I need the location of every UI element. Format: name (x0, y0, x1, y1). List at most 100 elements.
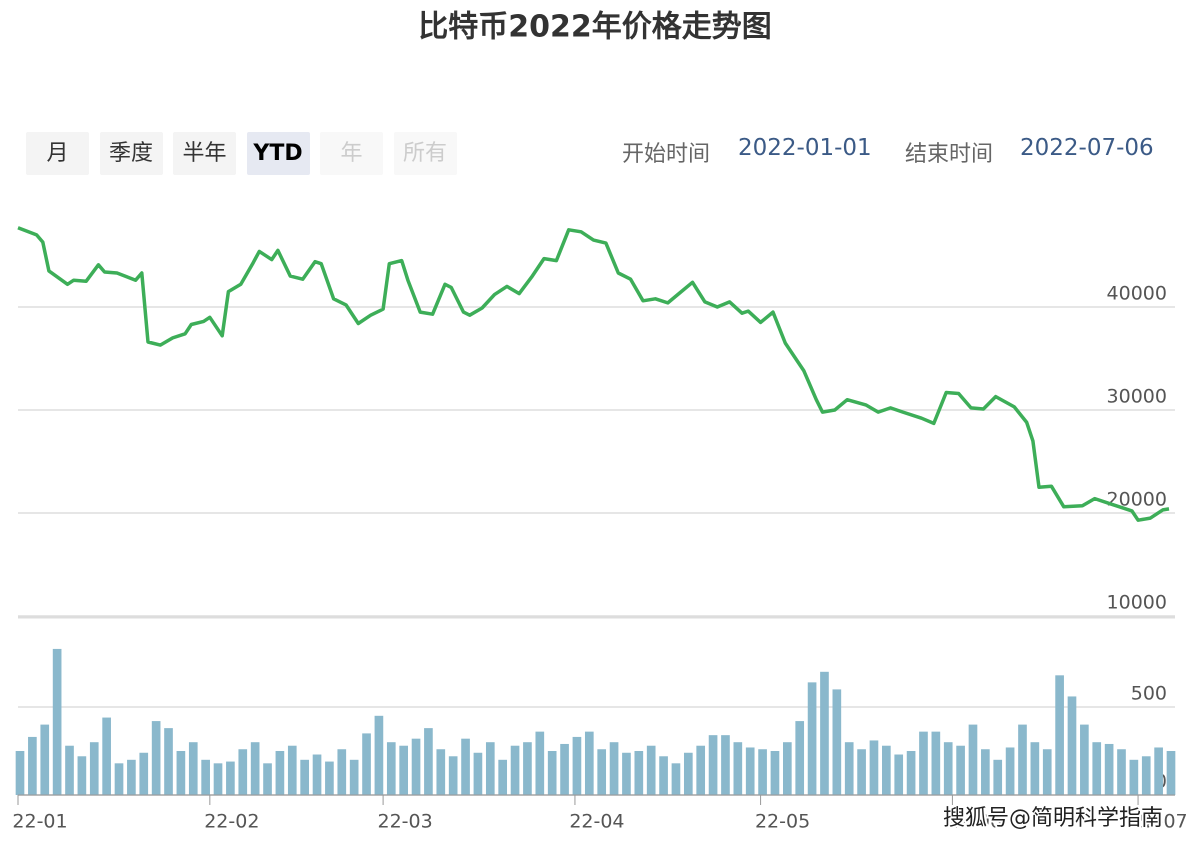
volume-bar (1092, 742, 1102, 795)
volume-bar (213, 763, 223, 795)
volume-bar (349, 759, 359, 795)
volume-bar (65, 745, 74, 795)
volume-bar (820, 671, 829, 795)
volume-bar (188, 742, 198, 795)
volume-bar (325, 761, 334, 795)
volume-bar (547, 751, 557, 795)
volume-bar (968, 724, 978, 795)
volume-bar (201, 759, 210, 795)
volume-bar (1055, 675, 1064, 795)
volume-bar (894, 754, 904, 795)
volume-bar (300, 759, 309, 795)
x-tick-label: 22-01 (12, 811, 67, 833)
volume-bar (337, 749, 347, 795)
volume-bar (1080, 724, 1089, 795)
volume-bar (312, 754, 322, 795)
volume-bar (956, 745, 965, 795)
volume-bar (745, 747, 755, 795)
volume-bar (609, 742, 619, 795)
volume-bar (783, 742, 792, 795)
end-label: 结束时间 (905, 142, 994, 167)
volume-bar (399, 745, 408, 795)
volume-bar (622, 752, 631, 795)
volume-bar (931, 731, 941, 795)
volume-bar (560, 743, 569, 795)
volume-bar (473, 752, 483, 795)
price-line (17, 226, 1170, 522)
range-button: 所有 (393, 132, 457, 175)
volume-bar (28, 736, 37, 795)
x-tick-label: 22-04 (569, 811, 624, 833)
range-button[interactable]: 月 (26, 132, 89, 175)
volume-bar (127, 759, 136, 795)
volume-bar (869, 740, 879, 795)
volume-bar (708, 735, 718, 795)
volume-bar (844, 742, 854, 795)
volume-bar (114, 763, 124, 795)
volume-bar (151, 721, 161, 795)
volume-bar (1030, 742, 1040, 795)
volume-bar (89, 742, 99, 795)
volume-bar (832, 689, 842, 795)
volume-bar (1005, 747, 1015, 795)
volume-bar (15, 751, 25, 795)
volume-bar (77, 756, 87, 795)
volume-bar (362, 733, 371, 795)
y-tick-label: 10000 (1107, 592, 1167, 614)
volume-bar (386, 742, 396, 795)
volume-bar (164, 728, 173, 795)
volume-bar (671, 763, 681, 795)
volume-bar (448, 756, 458, 795)
volume-bar (721, 735, 730, 795)
y-tick-label: 40000 (1107, 283, 1167, 305)
volume-bar (857, 749, 866, 795)
volume-bar (1141, 756, 1151, 795)
volume-bar (634, 751, 644, 795)
watermark: 搜狐号@简明科学指南 (943, 806, 1163, 831)
volume-bar (102, 717, 111, 795)
volume-bar (411, 738, 421, 795)
volume-bar (981, 749, 990, 795)
volume-bar (461, 738, 470, 795)
volume-bar (176, 751, 186, 795)
volume-bar (807, 682, 817, 795)
volume-bar (40, 724, 50, 795)
volume-bar (770, 751, 780, 795)
volume-bar (733, 742, 743, 795)
volume-bar (238, 749, 248, 795)
y-tick-label: 30000 (1107, 386, 1167, 408)
range-button[interactable]: 季度 (99, 132, 163, 175)
volume-bar (275, 751, 285, 795)
x-tick-label: 22-05 (755, 811, 810, 833)
volume-bar (1067, 696, 1077, 795)
start-date[interactable]: 2022-01-01 (738, 135, 872, 161)
volume-bar (1042, 749, 1052, 795)
end-date[interactable]: 2022-07-06 (1020, 135, 1154, 161)
volume-bar (287, 745, 297, 795)
volume-bar (1154, 747, 1163, 795)
range-button[interactable]: 半年 (173, 132, 236, 175)
volume-bar (1018, 724, 1027, 795)
volume-bar (683, 752, 693, 795)
chart-title: 比特币2022年价格走势图 (418, 10, 772, 45)
volume-bar (226, 761, 235, 795)
range-button[interactable]: YTD (246, 132, 310, 175)
volume-bar (795, 721, 805, 795)
volume-bar (943, 742, 953, 795)
volume-bar (584, 731, 594, 795)
volume-bar (572, 736, 582, 795)
volume-bar (597, 749, 607, 795)
volume-bar (510, 745, 520, 795)
volume-bar (52, 648, 62, 795)
volume-bar (535, 731, 545, 795)
y-tick-label: 20000 (1107, 489, 1167, 511)
volume-bar (1117, 749, 1126, 795)
start-label: 开始时间 (622, 142, 711, 167)
volume-bar (906, 751, 916, 795)
volume-bar (523, 742, 532, 795)
volume-bar (436, 749, 446, 795)
volume-bar (758, 749, 767, 795)
volume-bar (485, 742, 495, 795)
x-tick-label: 22-07 (1132, 811, 1187, 833)
